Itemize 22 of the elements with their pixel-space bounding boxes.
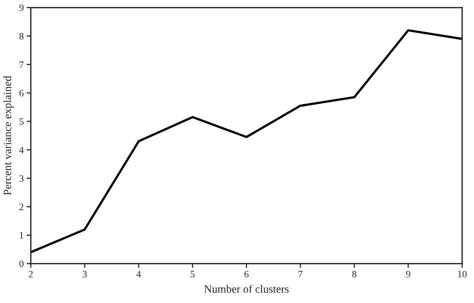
y-tick-label: 2 [19, 204, 24, 210]
line-series [30, 29, 462, 254]
x-tick-label: 7 [298, 270, 303, 278]
y-tick-label: 8 [19, 32, 24, 40]
y-tick-label: 3 [19, 175, 24, 182]
x-tick-label: 10 [458, 270, 467, 278]
y-tick-label: 7 [20, 61, 24, 68]
x-tick-label: 9 [406, 270, 410, 278]
x-tick-label: 2 [28, 270, 33, 278]
x-axis-title: Number of clusters [204, 284, 289, 293]
x-tick-label: 3 [82, 270, 87, 278]
y-tick-label: 4 [19, 146, 24, 154]
x-tick-label: 8 [352, 270, 356, 278]
x-tick-label: 6 [244, 270, 249, 278]
x-tick-label: 5 [190, 270, 195, 278]
y-tick-label: 6 [19, 90, 24, 96]
y-tick-label: 1 [20, 232, 24, 239]
y-tick-label: 0 [19, 260, 24, 268]
y-tick-label: 9 [19, 4, 24, 12]
x-tick-label: 4 [136, 270, 141, 278]
y-axis-title: Percent variance explained [3, 76, 14, 196]
y-tick-label: 5 [20, 118, 24, 125]
